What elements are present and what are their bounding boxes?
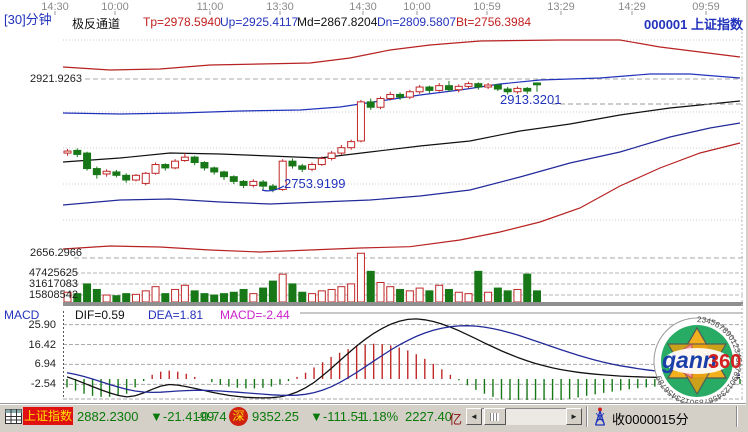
index-name-badge[interactable]: 上证指数 bbox=[23, 407, 73, 425]
sz-index-change: ▼-111.51 bbox=[310, 409, 366, 424]
macd-pane-label[interactable]: MACD bbox=[4, 308, 40, 322]
macd-dif-value: DIF=0.59 bbox=[75, 308, 125, 322]
separator bbox=[736, 406, 738, 427]
horizontal-scrollbar[interactable]: ◄ ► bbox=[466, 408, 582, 425]
logo-band bbox=[664, 348, 730, 374]
time-tick-9: 09:59 bbox=[692, 1, 720, 13]
separator bbox=[586, 406, 588, 427]
data-feed-antenna-icon bbox=[594, 407, 606, 426]
time-tick-6: 10:59 bbox=[473, 1, 501, 13]
sh-index-change: ▼-21.4199 bbox=[150, 409, 215, 424]
price-axis-label-1: 2656.2966 bbox=[30, 247, 82, 259]
channel-value-Md: Md=2867.8204 bbox=[297, 15, 378, 29]
quote-table-icon[interactable] bbox=[5, 409, 22, 424]
logo-360-text: 360 bbox=[708, 351, 741, 373]
window-bottom-edge bbox=[0, 430, 748, 432]
scroll-right-button[interactable]: ► bbox=[566, 408, 582, 425]
indicator-title[interactable]: 极反通道 bbox=[72, 17, 121, 31]
channel-value-Up: Up=2925.4117 bbox=[220, 15, 299, 29]
sh-index-price: 2882.2300 bbox=[77, 409, 139, 424]
macd-axis-label-0: 25.90 bbox=[28, 318, 56, 331]
scroll-thumb[interactable] bbox=[484, 408, 506, 425]
sz-index-price: 9352.25 bbox=[252, 409, 299, 424]
scroll-left-button[interactable]: ◄ bbox=[466, 408, 482, 425]
volume-axis-label-0: 47425625 bbox=[29, 267, 78, 279]
channel-value-Tp: Tp=2978.5940 bbox=[143, 15, 221, 29]
time-tick-8: 14:29 bbox=[618, 1, 646, 13]
macd-axis-label-3: -2.54 bbox=[30, 378, 56, 391]
price-axis-label-0: 2921.9263 bbox=[30, 73, 82, 85]
macd-axis-label-2: 6.94 bbox=[34, 358, 56, 371]
gann360-logo: 23456789012345678901234567890123456789 g… bbox=[653, 316, 743, 406]
stream-status-text: 收0000015分 bbox=[612, 412, 689, 427]
period-label[interactable]: [30]分钟 bbox=[4, 12, 52, 27]
time-tick-0: 14:30 bbox=[41, 1, 69, 13]
channel-value-Dn: Dn=2809.5807 bbox=[377, 15, 457, 29]
sh-index-pct: -0.74 bbox=[197, 409, 227, 424]
symbol-name[interactable]: 000001 上证指数 bbox=[644, 17, 743, 32]
volume-axis-label-1: 31617083 bbox=[29, 278, 78, 290]
turnover-value: 2227.40 bbox=[405, 409, 452, 424]
time-tick-7: 13:29 bbox=[547, 1, 575, 13]
shenzhen-badge[interactable]: 深 bbox=[229, 407, 248, 426]
swing-low-annotation: 2753.9199 bbox=[284, 176, 346, 191]
time-tick-2: 11:00 bbox=[196, 1, 224, 13]
status-bar: 上证指数 2882.2300 ▼-21.4199 -0.74 深 9352.25… bbox=[0, 403, 748, 430]
time-tick-1: 10:00 bbox=[101, 1, 129, 13]
sz-index-pct: -1.18% bbox=[357, 409, 399, 424]
time-tick-4: 14:30 bbox=[349, 1, 377, 13]
turnover-unit: 亿 bbox=[449, 412, 463, 427]
time-tick-3: 13:30 bbox=[266, 1, 294, 13]
window-right-edge bbox=[746, 0, 748, 432]
channel-value-Bt: Bt=2756.3984 bbox=[456, 15, 532, 29]
volume-axis-label-2: 15808542 bbox=[29, 289, 78, 301]
time-tick-5: 10:00 bbox=[403, 1, 431, 13]
macd-dea-value: DEA=1.81 bbox=[148, 308, 204, 322]
macd-axis-label-1: 16.42 bbox=[28, 338, 56, 351]
last-price-annotation: 2913.3201 bbox=[500, 92, 562, 107]
logo-gann-text: gann bbox=[661, 347, 717, 373]
macd-macd-value: MACD=-2.44 bbox=[220, 308, 290, 322]
